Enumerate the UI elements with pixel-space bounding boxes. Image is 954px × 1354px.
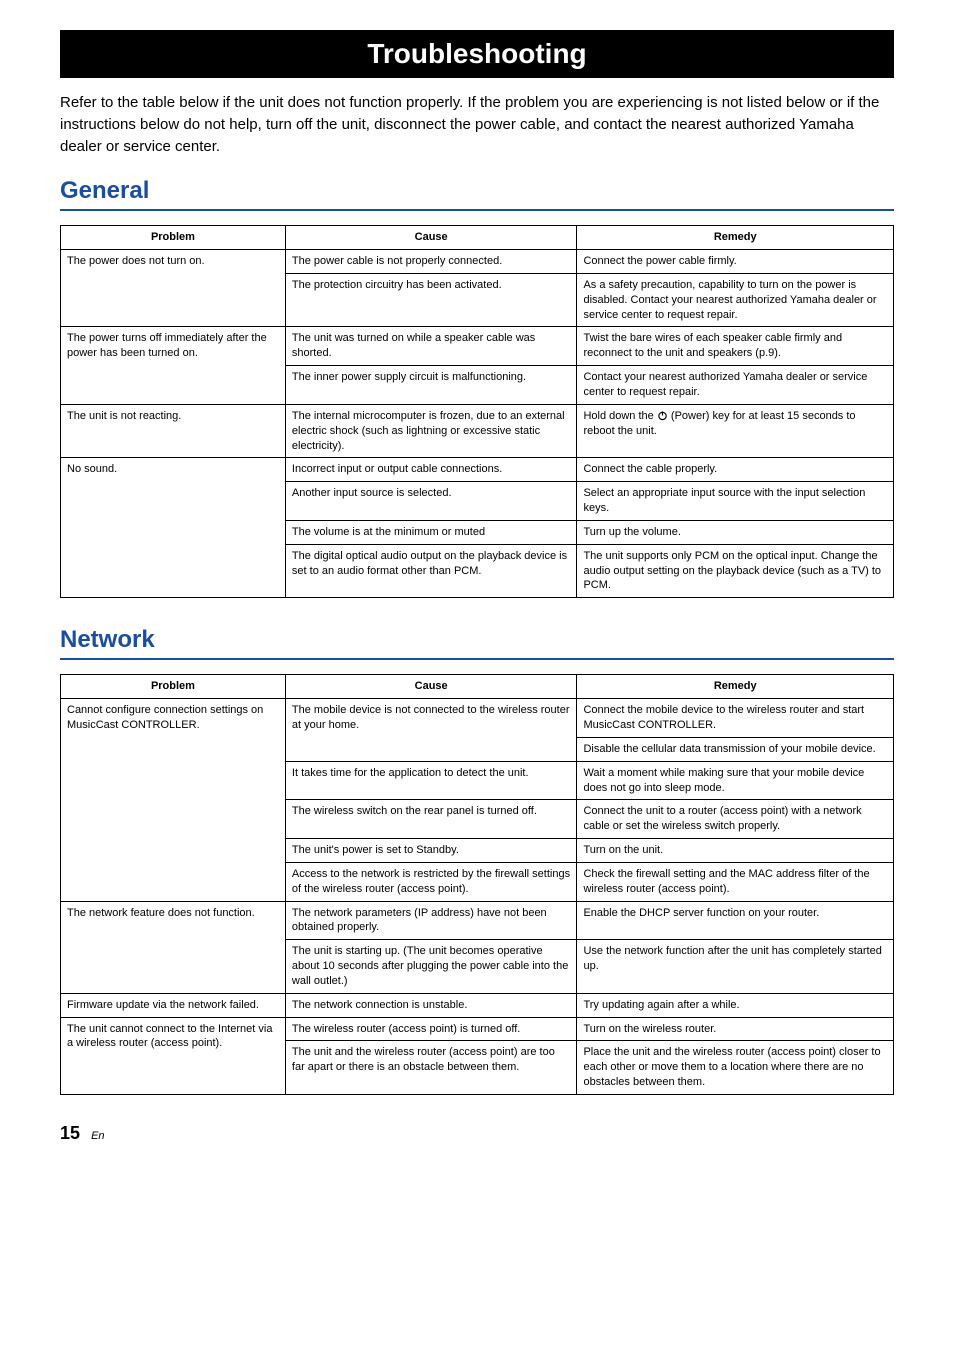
cell-remedy: As a safety precaution, capability to tu… bbox=[577, 273, 894, 327]
table-row: Firmware update via the network failed.T… bbox=[61, 993, 894, 1017]
page-footer: 15 En bbox=[60, 1123, 894, 1144]
cell-remedy: Hold down the (Power) key for at least 1… bbox=[577, 404, 894, 458]
cell-remedy: Try updating again after a while. bbox=[577, 993, 894, 1017]
cell-remedy: Check the firewall setting and the MAC a… bbox=[577, 862, 894, 901]
cell-remedy: Place the unit and the wireless router (… bbox=[577, 1041, 894, 1095]
cell-cause: The unit's power is set to Standby. bbox=[285, 839, 577, 863]
cell-cause: The volume is at the minimum or muted bbox=[285, 520, 577, 544]
network-table: Problem Cause Remedy Cannot configure co… bbox=[60, 674, 894, 1095]
page-title: Troubleshooting bbox=[60, 30, 894, 78]
general-table: Problem Cause Remedy The power does not … bbox=[60, 225, 894, 598]
cell-remedy: Turn on the unit. bbox=[577, 839, 894, 863]
cell-problem: The unit cannot connect to the Internet … bbox=[61, 1017, 286, 1094]
cell-cause: The wireless router (access point) is tu… bbox=[285, 1017, 577, 1041]
cell-remedy: Wait a moment while making sure that you… bbox=[577, 761, 894, 800]
cell-cause: The mobile device is not connected to th… bbox=[285, 699, 577, 762]
table-row: The unit cannot connect to the Internet … bbox=[61, 1017, 894, 1041]
page-number: 15 bbox=[60, 1123, 80, 1143]
cell-remedy: Connect the cable properly. bbox=[577, 458, 894, 482]
cell-problem: The power turns off immediately after th… bbox=[61, 327, 286, 404]
intro-text: Refer to the table below if the unit doe… bbox=[60, 92, 894, 157]
table-row: The power does not turn on.The power cab… bbox=[61, 250, 894, 274]
cell-cause: The internal microcomputer is frozen, du… bbox=[285, 404, 577, 458]
cell-remedy: Contact your nearest authorized Yamaha d… bbox=[577, 366, 894, 405]
cell-remedy: Twist the bare wires of each speaker cab… bbox=[577, 327, 894, 366]
cell-remedy: The unit supports only PCM on the optica… bbox=[577, 544, 894, 598]
cell-problem: The network feature does not function. bbox=[61, 901, 286, 993]
cell-problem: Firmware update via the network failed. bbox=[61, 993, 286, 1017]
cell-remedy: Connect the power cable firmly. bbox=[577, 250, 894, 274]
cell-problem: No sound. bbox=[61, 458, 286, 598]
cell-cause: The power cable is not properly connecte… bbox=[285, 250, 577, 274]
cell-remedy: Enable the DHCP server function on your … bbox=[577, 901, 894, 940]
cell-cause: The inner power supply circuit is malfun… bbox=[285, 366, 577, 405]
cell-problem: Cannot configure connection settings on … bbox=[61, 699, 286, 901]
page-lang: En bbox=[91, 1130, 104, 1142]
cell-remedy: Use the network function after the unit … bbox=[577, 940, 894, 994]
cell-cause: The unit and the wireless router (access… bbox=[285, 1041, 577, 1095]
cell-cause: The unit is starting up. (The unit becom… bbox=[285, 940, 577, 994]
col-header-problem: Problem bbox=[61, 675, 286, 699]
cell-problem: The power does not turn on. bbox=[61, 250, 286, 327]
cell-cause: Incorrect input or output cable connecti… bbox=[285, 458, 577, 482]
table-header-row: Problem Cause Remedy bbox=[61, 226, 894, 250]
col-header-remedy: Remedy bbox=[577, 226, 894, 250]
cell-remedy: Connect the mobile device to the wireles… bbox=[577, 699, 894, 738]
col-header-cause: Cause bbox=[285, 675, 577, 699]
col-header-cause: Cause bbox=[285, 226, 577, 250]
cell-cause: It takes time for the application to det… bbox=[285, 761, 577, 800]
cell-cause: The unit was turned on while a speaker c… bbox=[285, 327, 577, 366]
table-row: The unit is not reacting.The internal mi… bbox=[61, 404, 894, 458]
cell-remedy: Turn up the volume. bbox=[577, 520, 894, 544]
cell-remedy: Select an appropriate input source with … bbox=[577, 482, 894, 521]
cell-cause: Access to the network is restricted by t… bbox=[285, 862, 577, 901]
cell-remedy: Connect the unit to a router (access poi… bbox=[577, 800, 894, 839]
cell-cause: Another input source is selected. bbox=[285, 482, 577, 521]
cell-cause: The digital optical audio output on the … bbox=[285, 544, 577, 598]
section-heading-network: Network bbox=[60, 626, 894, 660]
section-heading-general: General bbox=[60, 177, 894, 211]
cell-cause: The network connection is unstable. bbox=[285, 993, 577, 1017]
col-header-remedy: Remedy bbox=[577, 675, 894, 699]
table-header-row: Problem Cause Remedy bbox=[61, 675, 894, 699]
col-header-problem: Problem bbox=[61, 226, 286, 250]
table-row: The power turns off immediately after th… bbox=[61, 327, 894, 366]
table-row: Cannot configure connection settings on … bbox=[61, 699, 894, 738]
cell-cause: The wireless switch on the rear panel is… bbox=[285, 800, 577, 839]
table-row: No sound.Incorrect input or output cable… bbox=[61, 458, 894, 482]
cell-problem: The unit is not reacting. bbox=[61, 404, 286, 458]
cell-cause: The network parameters (IP address) have… bbox=[285, 901, 577, 940]
table-row: The network feature does not function.Th… bbox=[61, 901, 894, 940]
cell-remedy: Disable the cellular data transmission o… bbox=[577, 737, 894, 761]
cell-cause: The protection circuitry has been activa… bbox=[285, 273, 577, 327]
cell-remedy: Turn on the wireless router. bbox=[577, 1017, 894, 1041]
